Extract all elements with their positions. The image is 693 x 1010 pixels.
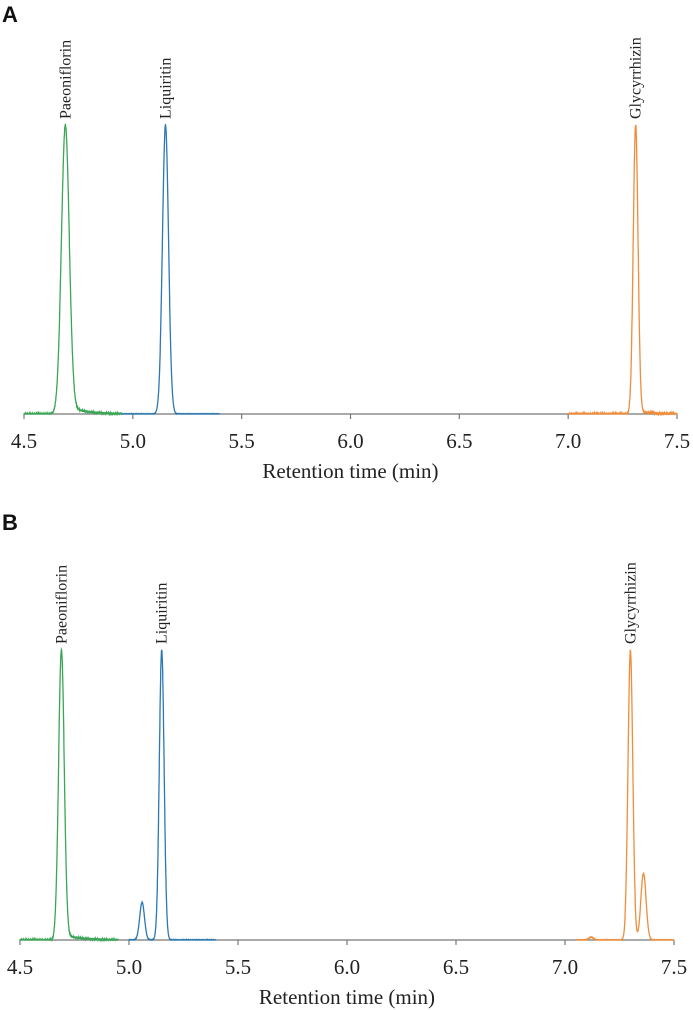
x-axis-title: Retention time (min): [262, 459, 438, 483]
x-axis-title: Retention time (min): [259, 985, 435, 1009]
peak-label-paeoniflorin: Paeoniflorin: [57, 40, 74, 119]
peak-label-paeoniflorin: Paeoniflorin: [53, 565, 70, 644]
x-tick-label: 6.5: [446, 429, 472, 453]
x-tick-label: 6.5: [443, 955, 469, 979]
peak-label-liquiritin: Liquiritin: [157, 58, 174, 119]
panel-letter: B: [2, 510, 18, 535]
x-tick-label: 6.0: [337, 429, 363, 453]
x-tick-label: 5.0: [120, 429, 146, 453]
x-tick-label: 5.0: [116, 955, 142, 979]
x-tick-label: 5.5: [225, 955, 251, 979]
x-tick-label: 7.0: [552, 955, 578, 979]
series-trace-paeoniflorin: [23, 123, 123, 417]
panel-letter: A: [2, 2, 18, 27]
peak-label-glycyrrhizin: Glycyrrhizin: [628, 37, 645, 119]
series-trace-paeoniflorin: [19, 647, 119, 943]
x-tick-label: 4.5: [7, 955, 33, 979]
peak-label-liquiritin: Liquiritin: [154, 583, 171, 644]
series-trace-liquiritin: [121, 123, 221, 416]
chart-panel-b: B 4.5 5.0 5.5 6.0 6.5 7.0 7.5 Retention time (mi…: [2, 510, 687, 1009]
x-tick-label: 5.5: [229, 429, 255, 453]
series-trace-liquiritin: [128, 649, 217, 942]
x-tick-label: 6.0: [334, 955, 360, 979]
x-tick-label: 4.5: [11, 429, 37, 453]
chart-panel-a: A 4.5 5.0 5.5 6.0 6.5 7.0 7.5 Retention time (mi…: [2, 2, 690, 483]
x-tick-label: 7.5: [664, 429, 690, 453]
x-tick-label: 7.5: [661, 955, 687, 979]
series-trace-glycyrrhizin: [575, 649, 675, 942]
x-tick-label: 7.0: [555, 429, 581, 453]
series-trace-glycyrrhizin: [567, 124, 678, 417]
peak-label-glycyrrhizin: Glycyrrhizin: [622, 562, 639, 644]
